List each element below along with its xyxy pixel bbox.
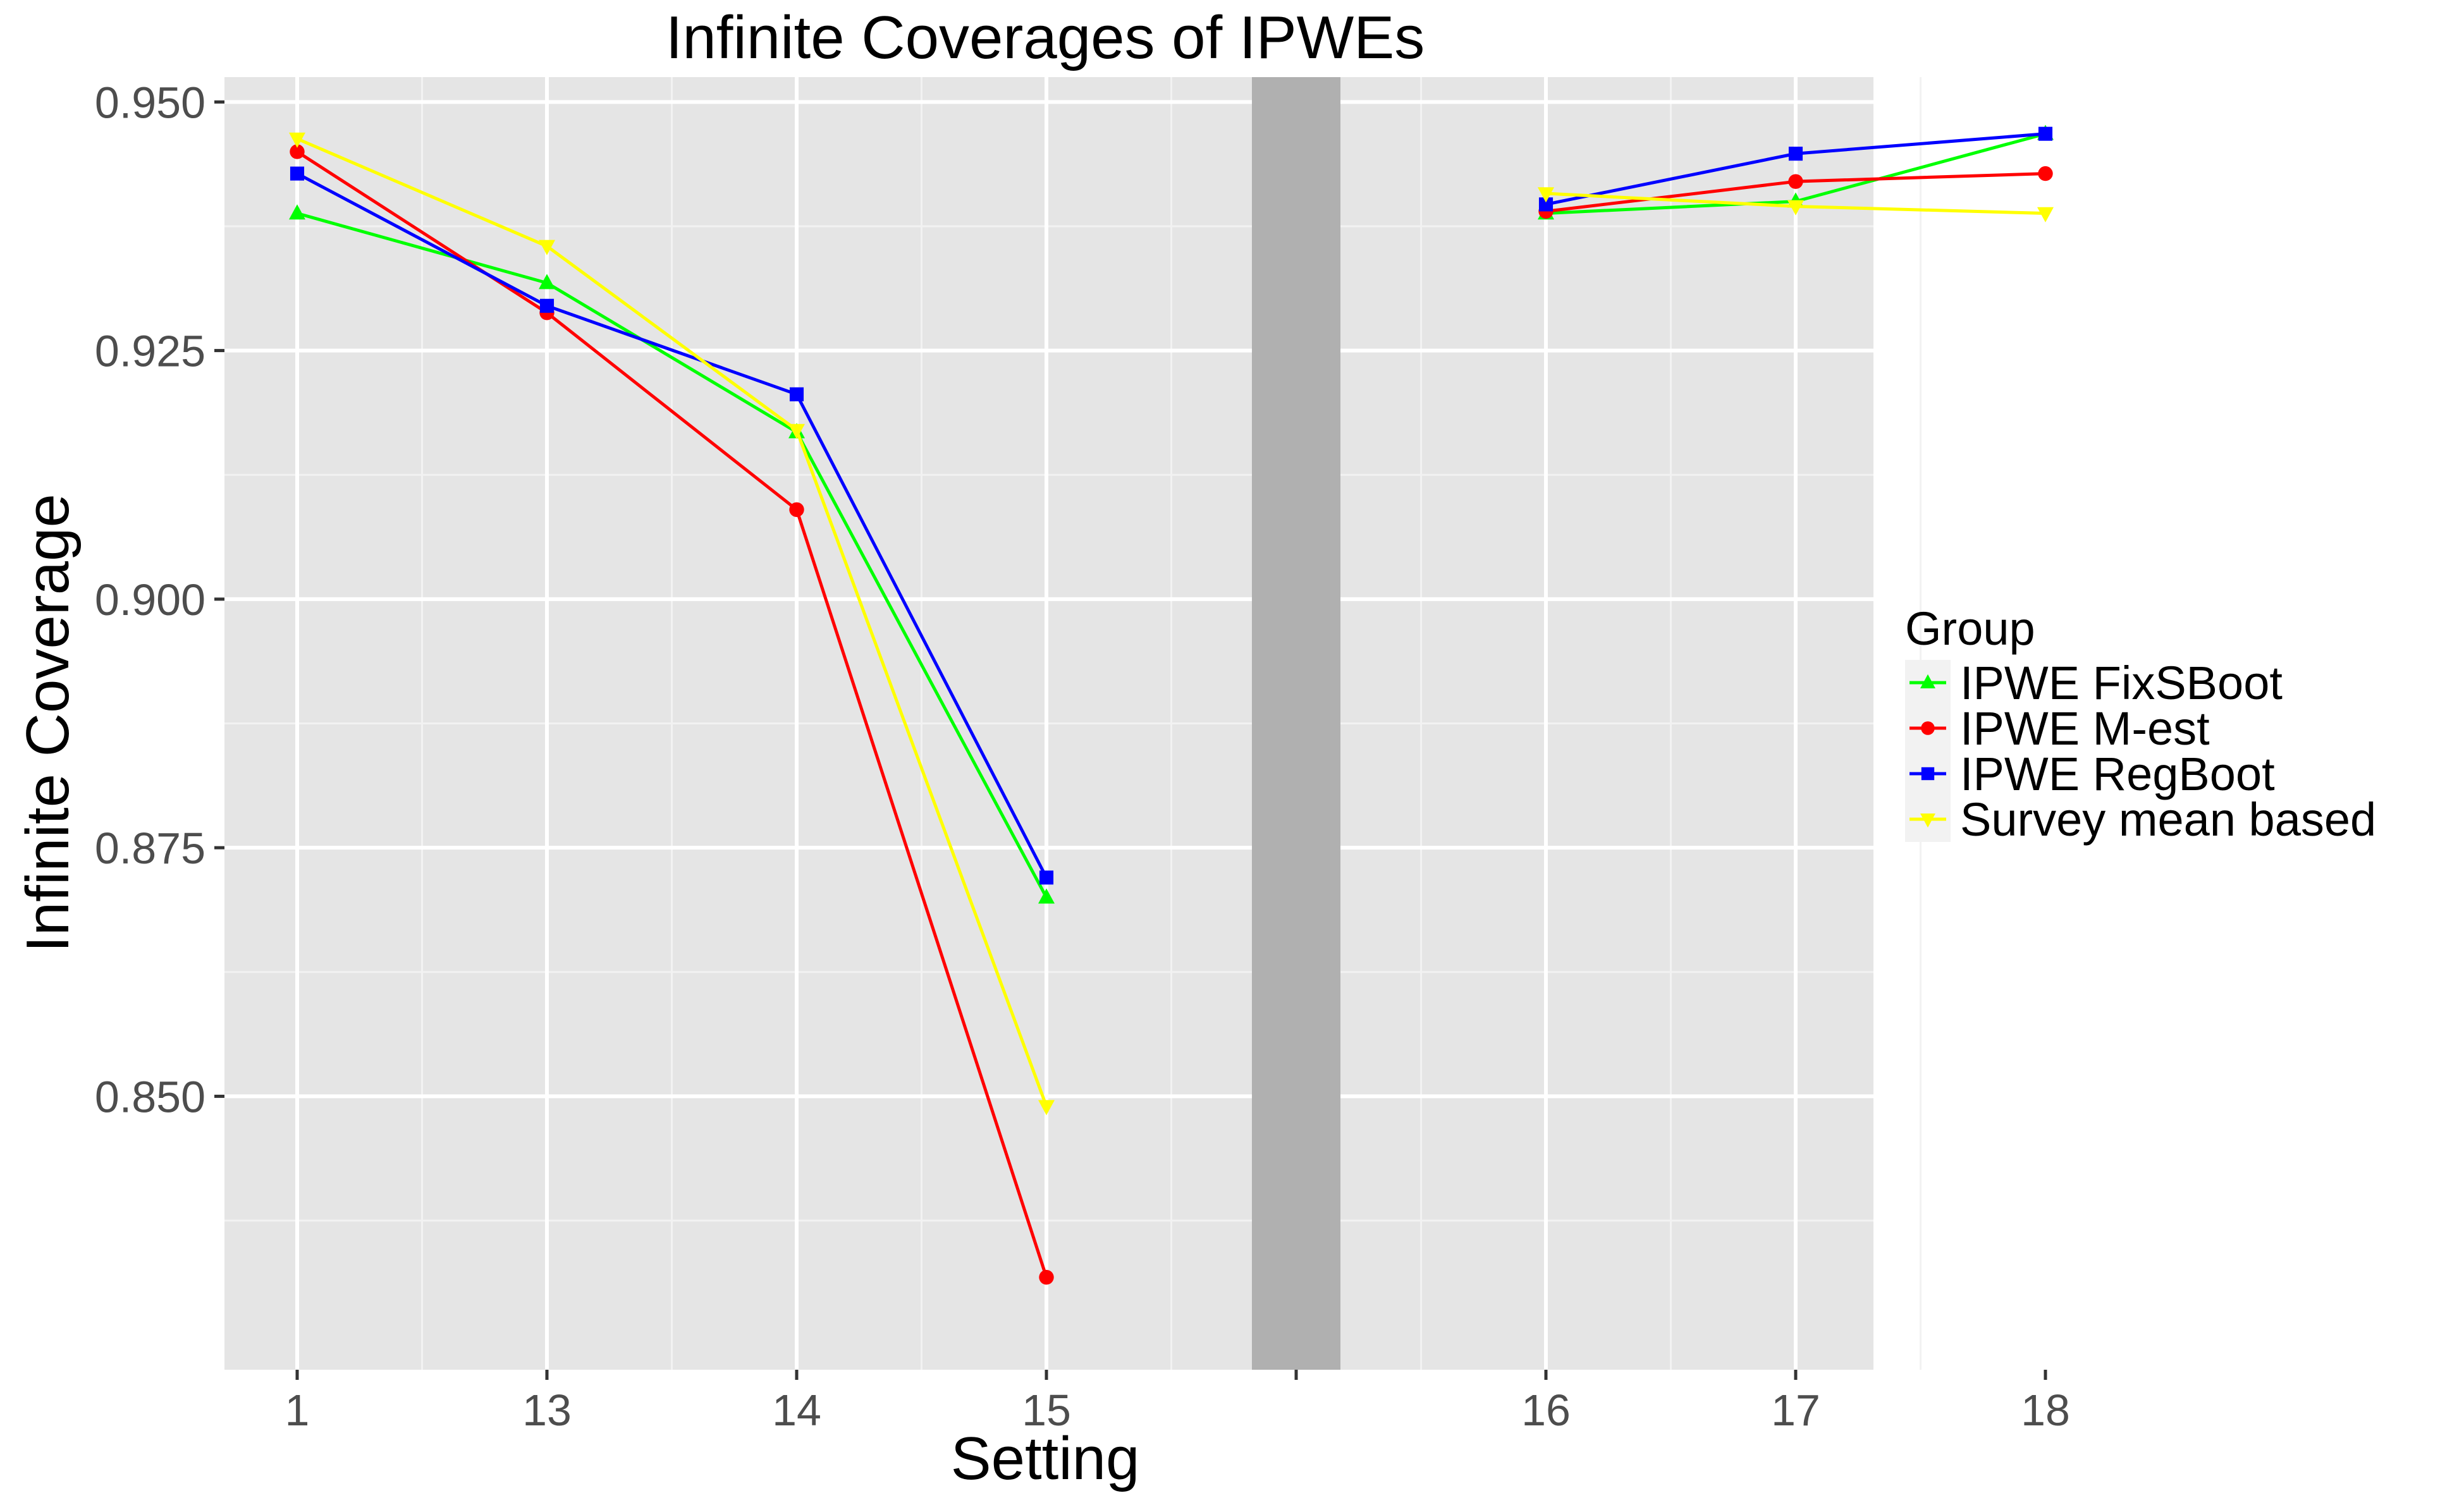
data-point: [539, 298, 555, 313]
y-tick-label: 0.875: [95, 824, 205, 873]
legend-label: IPWE RegBoot: [1960, 748, 2275, 800]
legend-item: Survey mean based: [1905, 793, 2376, 846]
y-tick-label: 0.925: [95, 327, 205, 376]
legend-title: Group: [1905, 602, 2035, 655]
chart-title: Infinite Coverages of IPWEs: [666, 4, 1425, 71]
x-tick-label: 18: [2021, 1386, 2070, 1435]
x-tick-label: 17: [1771, 1386, 1820, 1435]
data-point: [1038, 1100, 1055, 1116]
data-point: [788, 424, 805, 439]
legend-key-marker: [1921, 721, 1935, 735]
shaded-gap-layer: [1252, 77, 1340, 1370]
legend-key-marker: [1921, 767, 1935, 781]
x-axis-title: Setting: [951, 1425, 1140, 1492]
data-point: [539, 274, 555, 289]
data-point: [289, 132, 305, 148]
legend-key-marker: [1920, 814, 1935, 828]
series-survey-mean-based: [289, 132, 2054, 1116]
data-point: [2038, 126, 2053, 141]
x-tick-label: 13: [522, 1386, 572, 1435]
data-point: [1039, 1270, 1054, 1285]
legend-item: IPWE FixSBoot: [1905, 657, 2283, 709]
data-point: [2037, 207, 2054, 222]
data-point: [1788, 147, 1803, 161]
series-line: [296, 172, 1048, 879]
series-layer: [289, 125, 2054, 1285]
y-axis: 0.850 0.875 0.900 0.925 0.950: [95, 78, 224, 1121]
series-line: [297, 137, 1048, 1107]
y-axis-title: Infinite Coverage: [14, 494, 82, 953]
legend-label: IPWE M-est: [1960, 702, 2210, 755]
data-point: [1787, 200, 1804, 216]
data-point: [290, 144, 305, 159]
legend-label: Survey mean based: [1960, 793, 2376, 846]
y-tick-label: 0.850: [95, 1072, 205, 1121]
x-tick-label: 16: [1521, 1386, 1571, 1435]
data-point: [789, 387, 804, 401]
series-line: [297, 212, 1048, 898]
data-point: [1788, 174, 1803, 189]
legend-item: IPWE M-est: [1905, 702, 2210, 755]
legend-key-marker: [1920, 674, 1935, 688]
data-point: [539, 240, 555, 255]
legend-label: IPWE FixSBoot: [1960, 657, 2283, 709]
shaded-gap-band: [1252, 77, 1340, 1370]
data-point: [289, 204, 305, 220]
y-tick-label: 0.950: [95, 78, 205, 127]
data-point: [1038, 888, 1055, 904]
data-point: [789, 502, 804, 517]
data-point: [290, 166, 305, 181]
data-point: [1538, 197, 1554, 212]
x-tick-label: 14: [772, 1386, 821, 1435]
y-tick-label: 0.900: [95, 575, 205, 625]
series-ipwe-regboot: [290, 126, 2053, 885]
data-point: [1538, 187, 1554, 203]
data-point: [2038, 166, 2053, 181]
x-tick-label: 15: [1022, 1386, 1071, 1435]
x-axis: 1 13 14 15 16 17 18: [285, 1370, 2070, 1435]
data-point: [1039, 870, 1054, 885]
x-tick-label: 1: [285, 1386, 310, 1435]
minor-gridlines: [224, 77, 1922, 1370]
legend-item: IPWE RegBoot: [1905, 748, 2275, 800]
series-line: [296, 150, 1048, 1278]
